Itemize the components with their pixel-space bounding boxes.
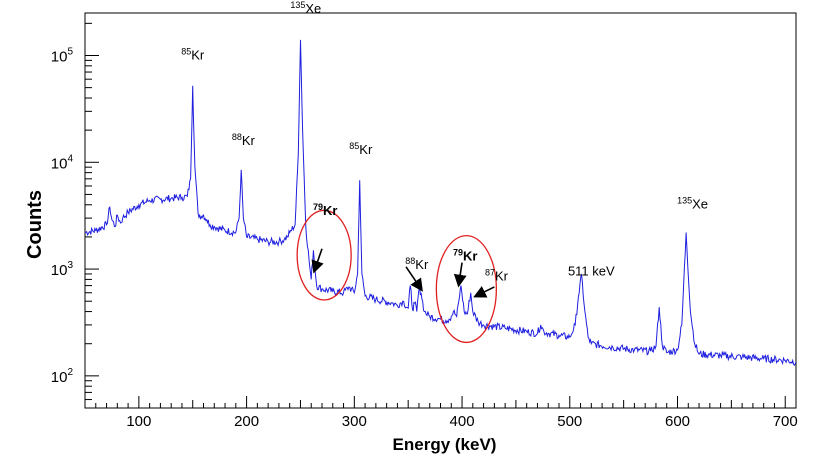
peak-label-element: Kr: [415, 257, 429, 272]
peak-label: 87Kr: [485, 268, 509, 284]
annotation-arrow: [405, 266, 423, 292]
peak-label: 85Kr: [349, 141, 373, 157]
y-tick-base: 10: [51, 369, 68, 386]
peak-label-mass-number: 88: [405, 256, 415, 266]
peak-label-element: Xe: [692, 196, 708, 211]
y-tick-exponent: 4: [67, 153, 73, 164]
peak-label-mass-number: 85: [349, 141, 359, 151]
peak-label-mass-number: 79: [453, 248, 463, 258]
peak-label-element: Kr: [323, 203, 337, 218]
x-tick-label: 100: [126, 413, 151, 430]
peak-label-element: Kr: [359, 142, 373, 157]
peak-label-mass-number: 87: [485, 268, 495, 278]
x-tick-label: 700: [773, 413, 798, 430]
y-tick-label: 102: [51, 367, 74, 386]
y-tick-exponent: 2: [67, 367, 73, 378]
highlight-circle: [296, 209, 352, 301]
y-tick-label: 103: [51, 260, 74, 279]
peak-label: 88Kr: [405, 256, 429, 272]
peak-label-element: Kr: [242, 133, 256, 148]
y-tick-exponent: 5: [67, 46, 73, 57]
spectrum-line: [85, 39, 796, 367]
annotation-arrow: [453, 262, 467, 288]
x-tick-label: 200: [234, 413, 259, 430]
peak-label: 511 keV: [568, 264, 615, 279]
y-axis-title: Counts: [24, 190, 46, 259]
x-tick-label: 600: [665, 413, 690, 430]
peak-label-mass-number: 85: [181, 46, 191, 56]
peak-label-element: Kr: [463, 249, 477, 264]
peak-label-mass-number: 135: [677, 195, 692, 205]
y-tick-label: 105: [51, 46, 74, 65]
peak-label-element: Xe: [305, 1, 321, 16]
peak-label: 79Kr: [453, 248, 477, 264]
peak-label-mass-number: 88: [232, 132, 242, 142]
plot-frame: [84, 12, 797, 409]
y-tick-label: 104: [51, 153, 74, 172]
y-tick-base: 10: [51, 155, 68, 172]
x-tick-label: 300: [342, 413, 367, 430]
y-tick-base: 10: [51, 48, 68, 65]
x-tick-label: 400: [450, 413, 475, 430]
peak-label-element: Kr: [191, 47, 205, 62]
peak-label: 88Kr: [232, 132, 256, 148]
highlight-circle: [435, 235, 498, 344]
x-axis-title: Energy (keV): [393, 435, 497, 454]
x-tick-label: 500: [557, 413, 582, 430]
annotation-arrow: [311, 248, 324, 274]
peak-label: 85Kr: [181, 46, 205, 62]
y-tick-base: 10: [51, 262, 68, 279]
y-tick-exponent: 3: [67, 260, 73, 271]
peak-label-mass-number: 79: [313, 202, 323, 212]
peak-label: 135Xe: [677, 195, 708, 211]
peak-label-mass-number: 135: [290, 0, 305, 10]
peak-label: 135Xe: [290, 0, 321, 16]
peak-label-element: Kr: [495, 269, 509, 284]
peak-label: 79Kr: [313, 202, 337, 218]
annotation-arrow: [473, 285, 495, 298]
